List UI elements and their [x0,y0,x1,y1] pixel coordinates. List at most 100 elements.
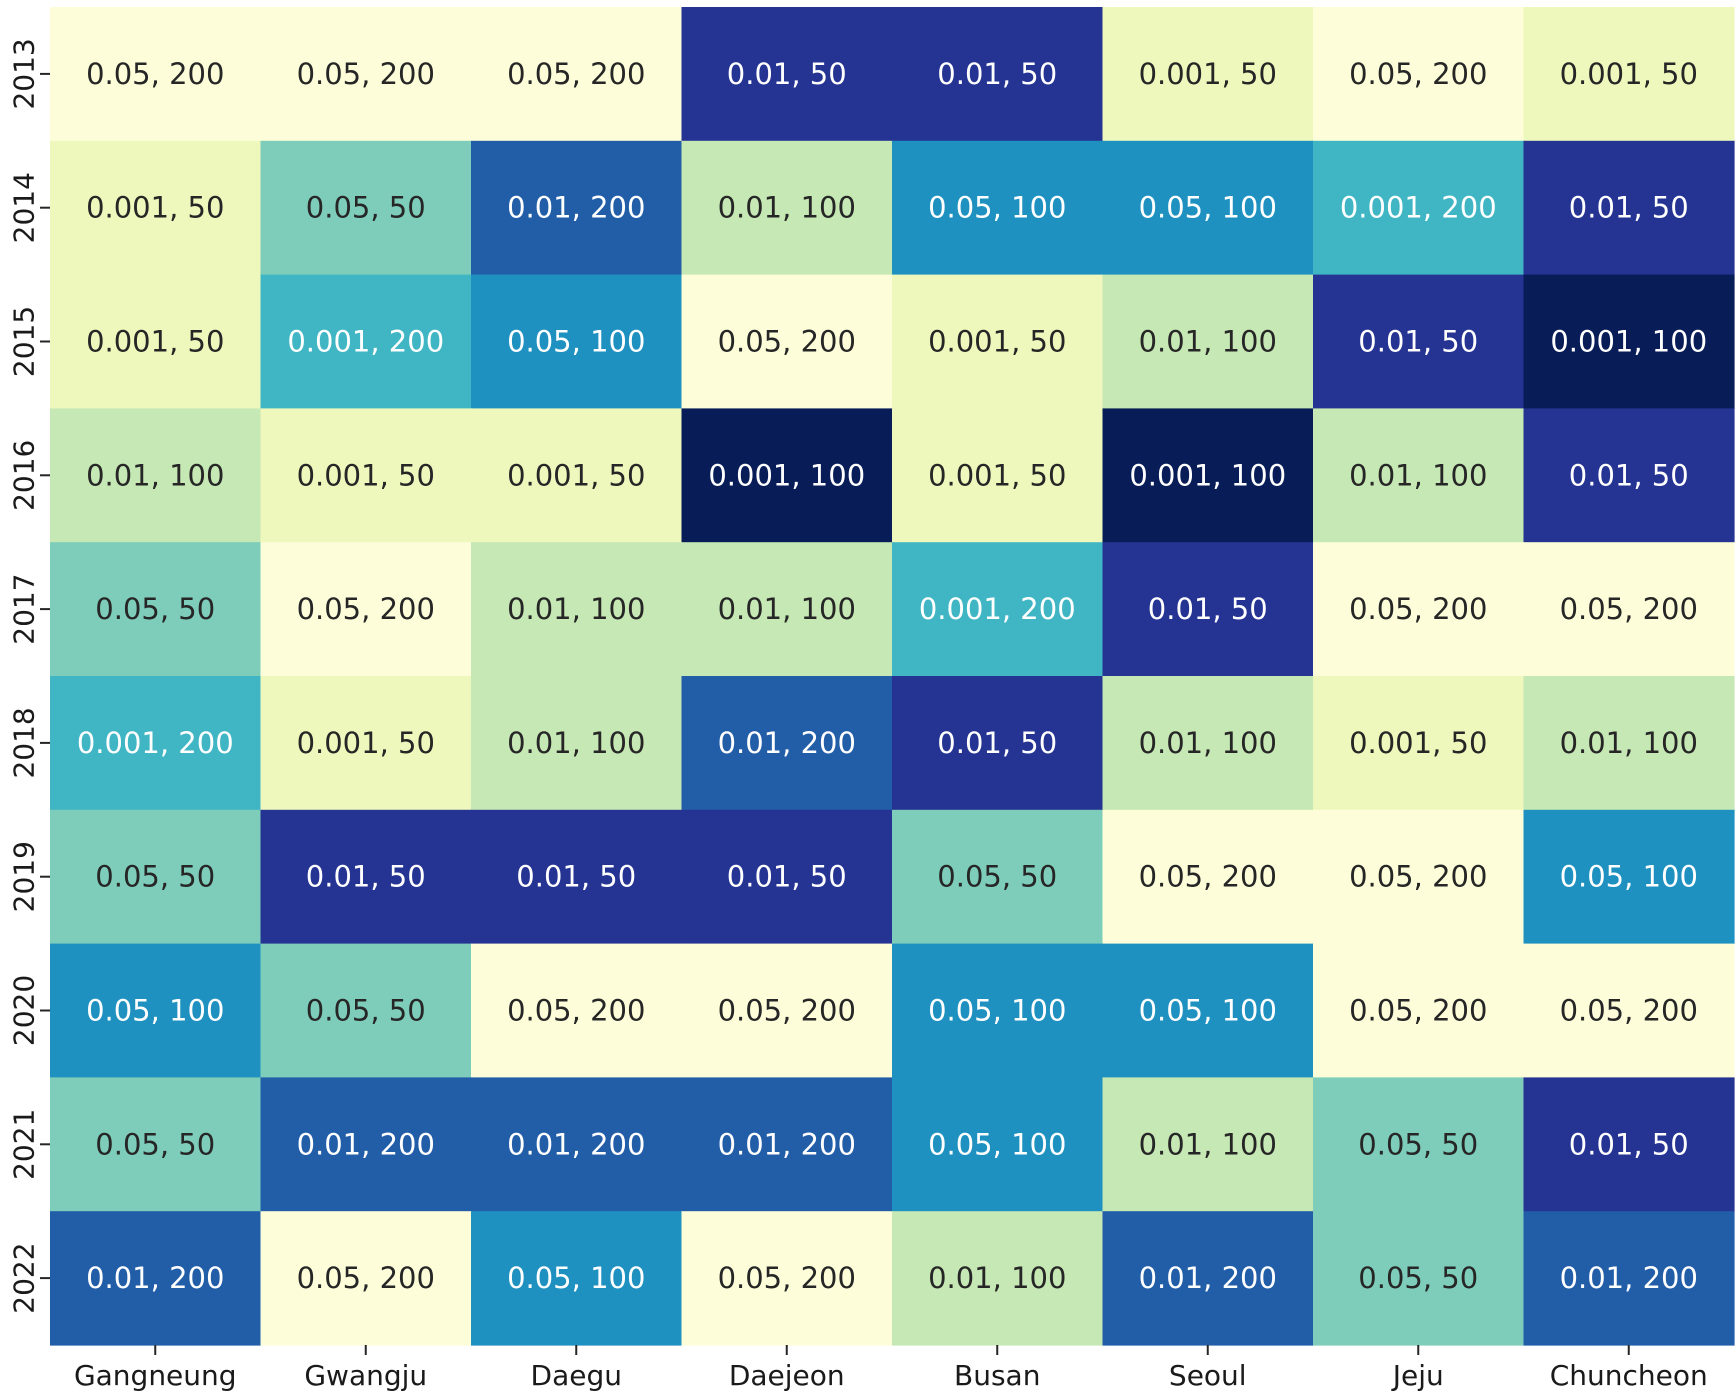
heatmap-cell-2015-jeju [1313,274,1525,409]
cell-label-2016-seoul: 0.001, 100 [1129,458,1286,492]
heatmap-cell-2017-chuncheon [1523,542,1735,677]
cell-label-2021-daegu: 0.01, 200 [507,1127,645,1161]
heatmap-cell-2017-daejeon [681,542,893,677]
heatmap-cell-2018-gangneung [50,676,262,811]
y-tick-label-2016: 2016 [8,440,41,511]
heatmap-cell-2019-chuncheon [1523,809,1735,945]
cell-label-2022-daejeon: 0.05, 200 [718,1261,856,1295]
heatmap-cell-2016-daejeon [681,408,893,543]
cell-label-2014-busan: 0.05, 100 [928,191,1066,225]
heatmap-cell-labels: 0.05, 200 0.05, 200 0.05, 200 0.01, 50 0.01,… [77,57,1707,1295]
heatmap-cell-2022-daejeon [681,1211,893,1346]
heatmap-cell-2017-gwangju [260,542,472,677]
heatmap-cell-2020-seoul [1102,943,1314,1078]
x-tick-label-gangneung: Gangneung [74,1359,237,1392]
y-tick-label-2017: 2017 [8,573,41,644]
cell-label-2013-seoul: 0.001, 50 [1139,57,1277,91]
y-tick-label-2022: 2022 [8,1242,41,1313]
cell-label-2017-daegu: 0.01, 100 [507,592,645,626]
heatmap-cell-2015-daejeon [681,274,893,409]
cell-label-2013-jeju: 0.05, 200 [1349,57,1487,91]
heatmap-cell-2014-gangneung [50,140,262,276]
cell-label-2017-seoul: 0.01, 50 [1148,592,1268,626]
heatmap-cell-2013-seoul [1102,7,1314,142]
heatmap-cell-2013-jeju [1313,7,1525,142]
heatmap-cell-2016-daegu [471,408,683,543]
cell-label-2016-chuncheon: 0.01, 50 [1569,458,1689,492]
cell-label-2014-jeju: 0.001, 200 [1340,191,1497,225]
heatmap-cell-2016-jeju [1313,408,1525,543]
cell-label-2018-jeju: 0.001, 50 [1349,726,1487,760]
cell-label-2015-seoul: 0.01, 100 [1139,325,1277,359]
cell-label-2015-jeju: 0.01, 50 [1358,325,1478,359]
cell-label-2019-seoul: 0.05, 200 [1139,860,1277,894]
cell-label-2021-gangneung: 0.05, 50 [95,1127,215,1161]
cell-label-2019-jeju: 0.05, 200 [1349,860,1487,894]
cell-label-2016-gwangju: 0.001, 50 [297,458,435,492]
y-tick-label-2020: 2020 [8,975,41,1046]
cell-label-2014-chuncheon: 0.01, 50 [1569,191,1689,225]
x-tick-label-daejeon: Daejeon [729,1359,845,1392]
heatmap-cell-2022-busan [892,1211,1104,1346]
heatmap-cell-2013-daegu [471,7,683,142]
cell-label-2022-jeju: 0.05, 50 [1358,1261,1478,1295]
x-tick-label-jeju: Jeju [1391,1359,1444,1392]
cell-label-2020-gangneung: 0.05, 100 [86,994,224,1028]
heatmap-cell-2017-gangneung [50,542,262,677]
heatmap-cell-2022-daegu [471,1211,683,1346]
cell-label-2014-seoul: 0.05, 100 [1139,191,1277,225]
cell-label-2016-busan: 0.001, 50 [928,458,1066,492]
cell-label-2014-daegu: 0.01, 200 [507,191,645,225]
heatmap-cell-2021-seoul [1102,1077,1314,1212]
heatmap-cell-2013-gangneung [50,7,262,142]
x-tick-label-busan: Busan [954,1359,1040,1392]
x-tick-label-chuncheon: Chuncheon [1550,1359,1708,1392]
cell-label-2016-daegu: 0.001, 50 [507,458,645,492]
cell-label-2021-chuncheon: 0.01, 50 [1569,1127,1689,1161]
cell-label-2022-chuncheon: 0.01, 200 [1560,1261,1698,1295]
heatmap-cell-2014-gwangju [260,140,472,276]
heatmap-cell-2020-daejeon [681,943,893,1078]
heatmap-cell-2021-chuncheon [1523,1077,1735,1212]
heatmap-cell-2018-gwangju [260,676,472,811]
cell-label-2014-gangneung: 0.001, 50 [86,191,224,225]
heatmap-cell-2019-jeju [1313,809,1525,945]
heatmap-cell-2014-jeju [1313,140,1525,276]
cell-label-2019-daejeon: 0.01, 50 [727,860,847,894]
heatmap-cell-2018-chuncheon [1523,676,1735,811]
cell-label-2019-chuncheon: 0.05, 100 [1560,860,1698,894]
heatmap-cell-2021-gangneung [50,1077,262,1212]
y-tick-label-2018: 2018 [8,707,41,778]
cell-label-2020-chuncheon: 0.05, 200 [1560,994,1698,1028]
heatmap-cell-2020-gwangju [260,943,472,1078]
cell-label-2015-gangneung: 0.001, 50 [86,325,224,359]
cell-label-2016-gangneung: 0.01, 100 [86,458,224,492]
heatmap-cell-2021-busan [892,1077,1104,1212]
heatmap-cell-2022-chuncheon [1523,1211,1735,1346]
heatmap-cell-2021-daejeon [681,1077,893,1212]
heatmap-cell-2019-gwangju [260,809,472,945]
heatmap-cell-2022-gangneung [50,1211,262,1346]
cell-label-2014-daejeon: 0.01, 100 [718,191,856,225]
cell-label-2021-busan: 0.05, 100 [928,1127,1066,1161]
heatmap-cell-2014-seoul [1102,140,1314,276]
heatmap-cell-2013-gwangju [260,7,472,142]
cell-label-2020-jeju: 0.05, 200 [1349,994,1487,1028]
heatmap-cell-2021-daegu [471,1077,683,1212]
heatmap-cells [50,7,1735,1346]
cell-label-2015-busan: 0.001, 50 [928,325,1066,359]
heatmap-cell-2014-chuncheon [1523,140,1735,276]
cell-label-2020-daejeon: 0.05, 200 [718,994,856,1028]
heatmap-cell-2016-gwangju [260,408,472,543]
cell-label-2018-daejeon: 0.01, 200 [718,726,856,760]
cell-label-2020-busan: 0.05, 100 [928,994,1066,1028]
cell-label-2020-seoul: 0.05, 100 [1139,994,1277,1028]
cell-label-2017-gangneung: 0.05, 50 [95,592,215,626]
cell-label-2020-gwangju: 0.05, 50 [306,994,426,1028]
heatmap-cell-2021-gwangju [260,1077,472,1212]
heatmap-cell-2019-gangneung [50,809,262,945]
heatmap-cell-2017-seoul [1102,542,1314,677]
heatmap-cell-2021-jeju [1313,1077,1525,1212]
y-tick-label-2015: 2015 [8,306,41,377]
cell-label-2017-gwangju: 0.05, 200 [297,592,435,626]
